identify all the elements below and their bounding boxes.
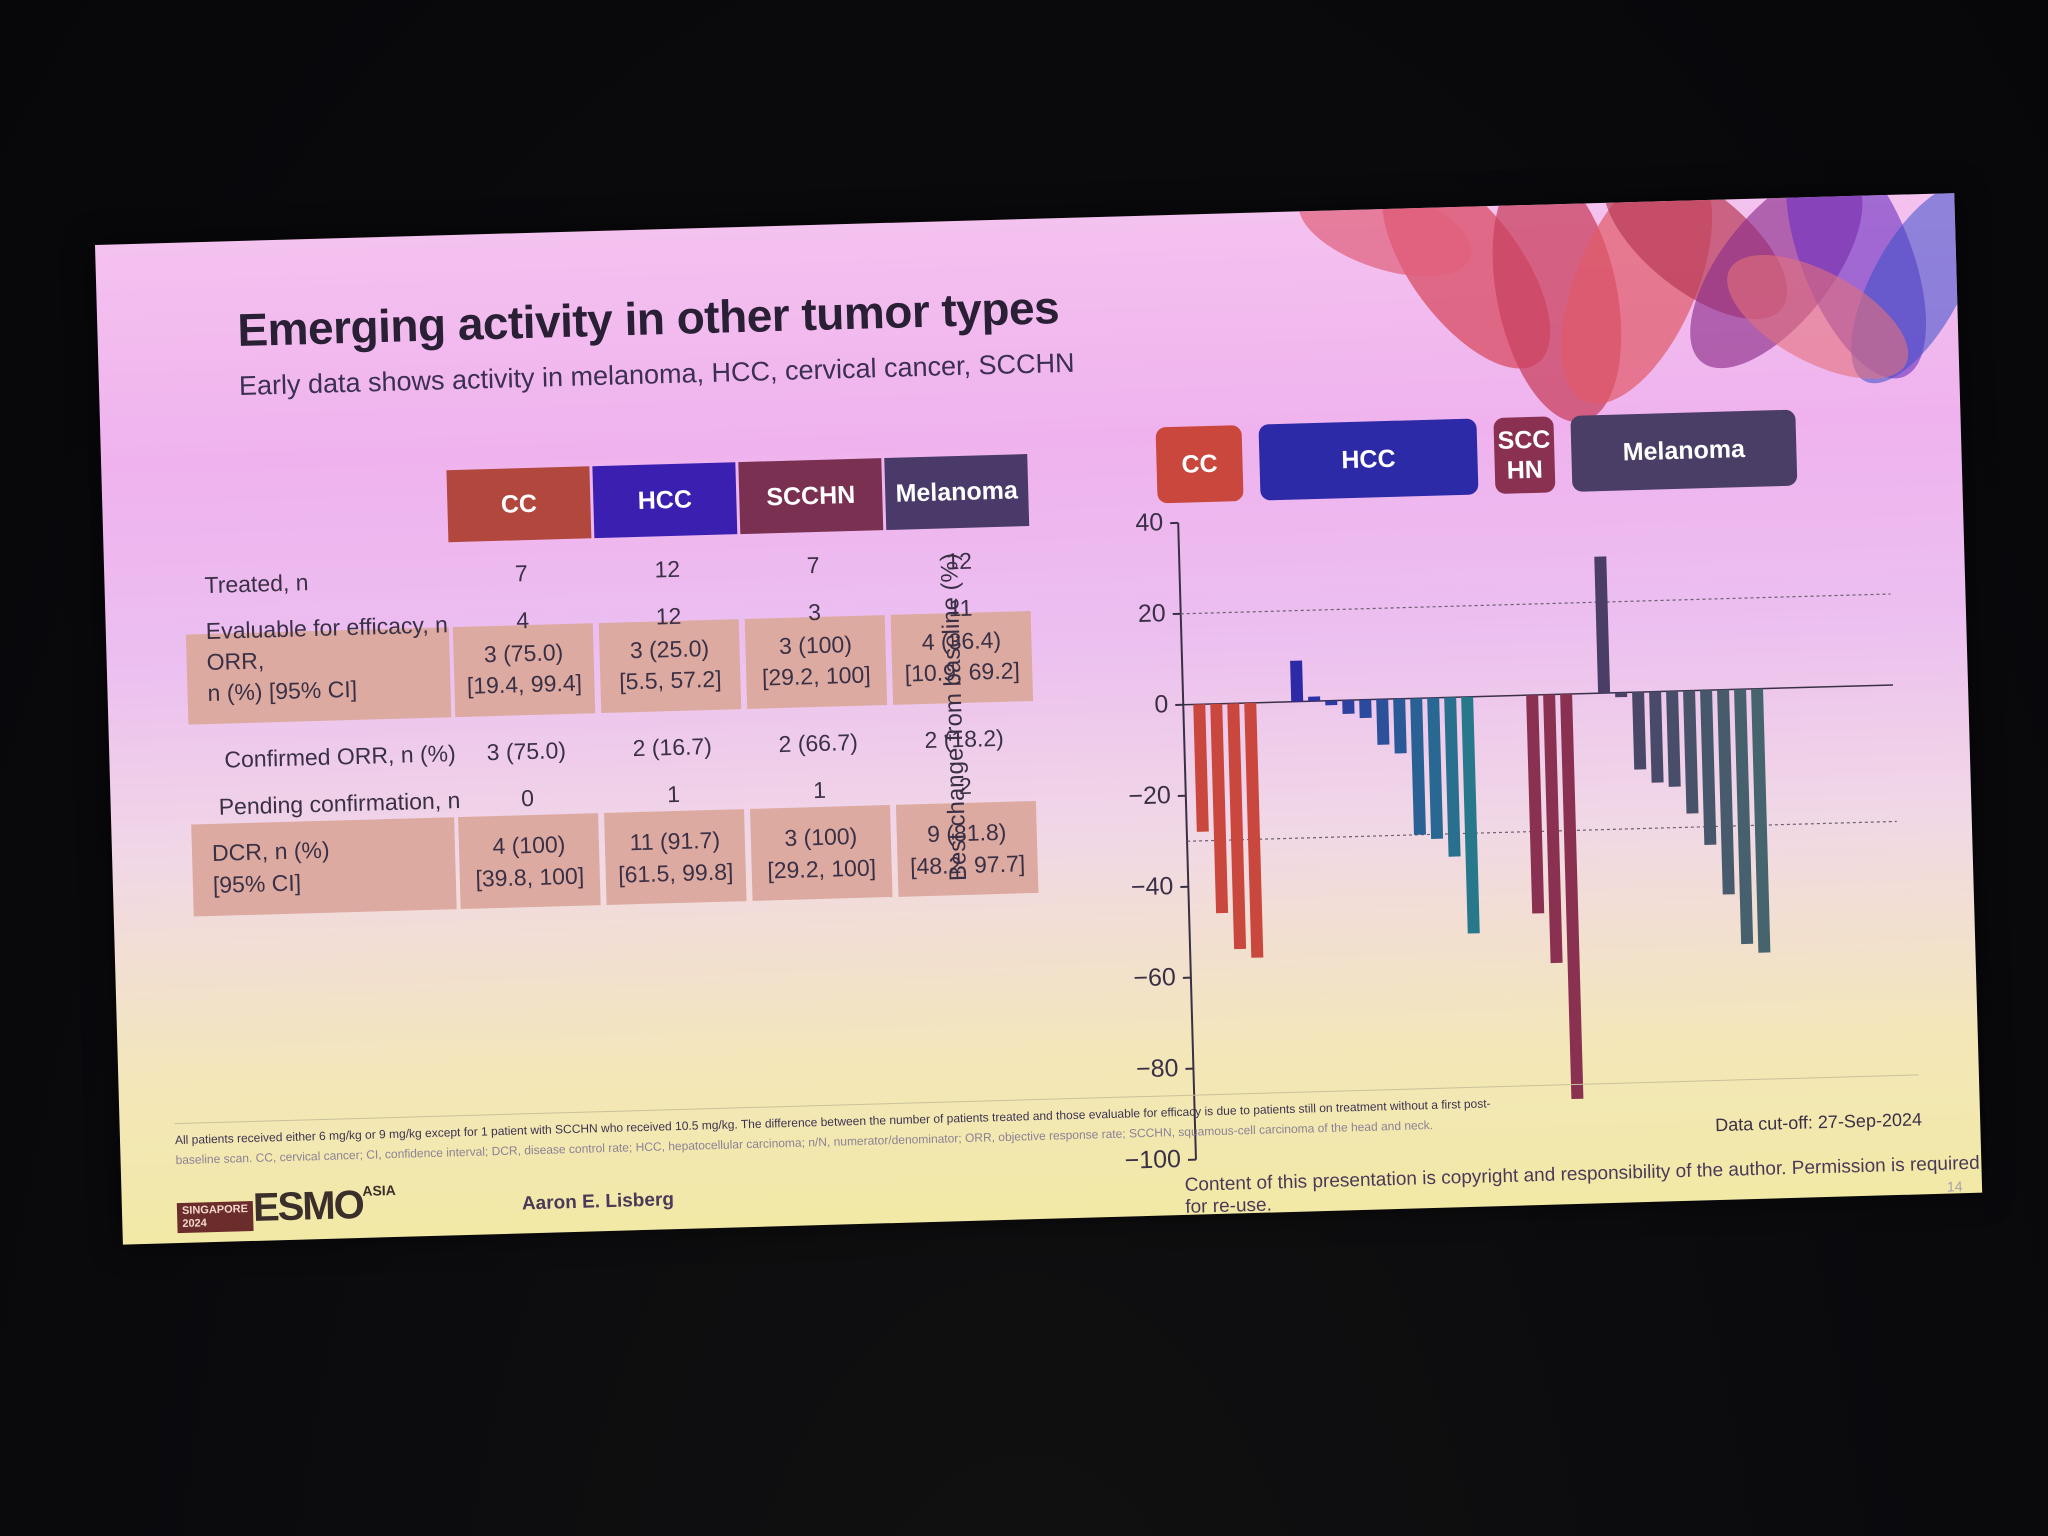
bar-hcc	[1308, 696, 1321, 702]
presentation-slide: Emerging activity in other tumor types E…	[95, 193, 1983, 1245]
bar-melanoma	[1632, 691, 1647, 770]
bar-melanoma	[1734, 689, 1754, 945]
reference-line	[1180, 593, 1891, 615]
bar-melanoma	[1649, 691, 1664, 783]
presenter-name: Aaron E. Lisberg	[521, 1189, 675, 1215]
bar-hcc	[1290, 660, 1304, 702]
bar-hcc	[1393, 698, 1407, 754]
logo-tag: SINGAPORE 2024	[176, 1200, 254, 1234]
bar-cc	[1227, 703, 1247, 950]
logo-tag-line1: SINGAPORE	[181, 1203, 249, 1217]
logo-esmo: ESMO	[252, 1182, 364, 1230]
waterfall-chart	[1170, 521, 1897, 1161]
bar-hcc	[1342, 700, 1355, 714]
esmo-asia-logo: SINGAPORE 2024 ESMOASIA	[176, 1181, 396, 1234]
bar-melanoma	[1751, 688, 1771, 953]
bar-hcc	[1461, 696, 1480, 934]
bar-hcc	[1410, 698, 1426, 835]
logo-asia: ASIA	[362, 1181, 396, 1199]
bar-melanoma	[1683, 690, 1699, 814]
bar-melanoma	[1666, 690, 1681, 787]
bar-cc	[1244, 702, 1264, 958]
bar-hcc	[1444, 697, 1461, 857]
bar-melanoma	[1700, 690, 1717, 845]
bar-hcc	[1427, 697, 1444, 839]
logo-tag-line2: 2024	[182, 1217, 208, 1230]
slide-page-number: 14	[1946, 1178, 1963, 1195]
bar-cc	[1193, 704, 1209, 832]
bar-scchn	[1560, 693, 1584, 1100]
bar-hcc	[1376, 699, 1390, 745]
bar-melanoma	[1615, 692, 1628, 698]
bar-cc	[1210, 703, 1229, 914]
bar-hcc	[1359, 699, 1372, 719]
bar-hcc	[1325, 700, 1338, 706]
bar-melanoma	[1594, 556, 1611, 694]
bar-scchn	[1543, 694, 1563, 964]
bar-melanoma	[1717, 689, 1735, 895]
bar-scchn	[1526, 694, 1545, 914]
